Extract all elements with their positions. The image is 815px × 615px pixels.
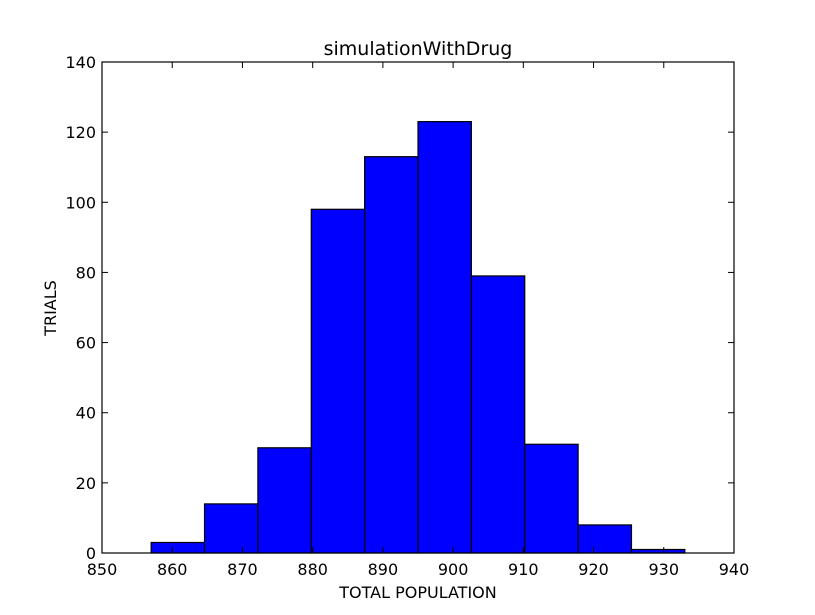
histogram-bar: [257, 447, 312, 554]
bars-group: [150, 121, 686, 554]
ticks-group: 850 860 870 880 890 900 910 920 930 940 0 20 40 60 80 1…: [65, 53, 749, 579]
x-tick-label: 900: [438, 560, 469, 579]
y-tick-label: 100: [65, 193, 96, 212]
histogram-bar: [310, 208, 366, 554]
x-tick-label: 940: [719, 560, 750, 579]
x-tick-label: 860: [157, 560, 188, 579]
y-tick-label: 0: [86, 544, 96, 563]
y-axis-label: TRIALS: [41, 280, 60, 337]
histogram-bar: [470, 275, 526, 554]
x-tick-label: 920: [578, 560, 609, 579]
x-tick-label: 930: [649, 560, 680, 579]
y-tick-label: 20: [76, 474, 96, 493]
y-tick-label: 140: [65, 53, 96, 72]
x-tick-label: 880: [297, 560, 328, 579]
chart-title: simulationWithDrug: [324, 38, 513, 60]
plot-frame: [101, 61, 735, 554]
x-axis-label: TOTAL POPULATION: [338, 583, 496, 602]
histogram-bar: [577, 524, 633, 554]
y-tick-label: 60: [76, 334, 96, 353]
y-tick-label: 120: [65, 123, 96, 142]
x-tick-label: 910: [508, 560, 539, 579]
histogram-bar: [203, 503, 259, 554]
histogram-bar: [524, 443, 579, 554]
y-tick-label: 80: [76, 263, 96, 282]
x-tick-label: 890: [368, 560, 399, 579]
x-tick-label: 850: [87, 560, 118, 579]
histogram-bar: [150, 541, 206, 554]
histogram-bar: [417, 121, 472, 554]
x-tick-label: 870: [227, 560, 258, 579]
histogram-bar: [364, 156, 419, 554]
y-tick-label: 40: [76, 404, 96, 423]
